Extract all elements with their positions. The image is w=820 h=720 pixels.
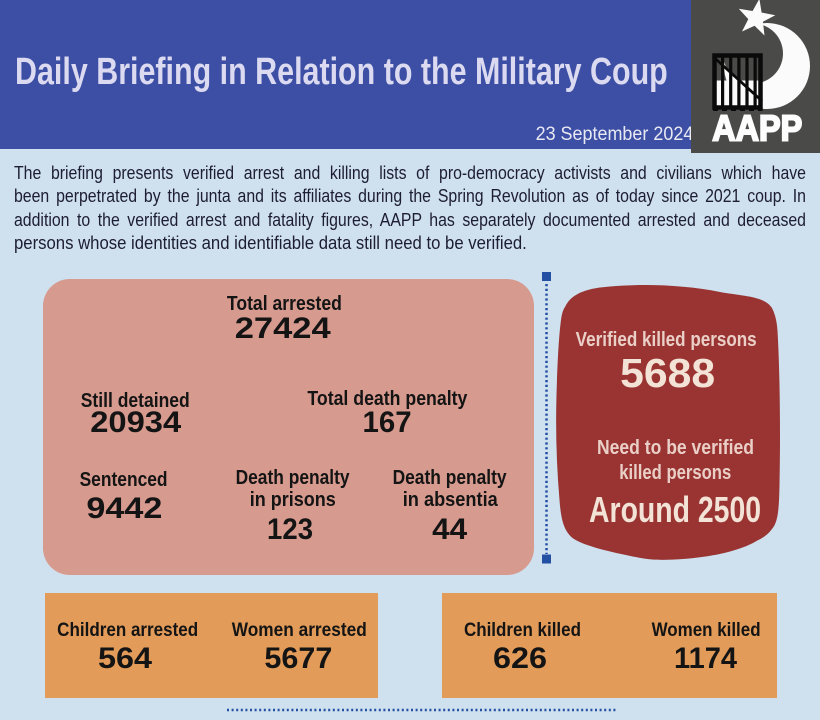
svg-text:AAPP: AAPP	[712, 109, 802, 149]
